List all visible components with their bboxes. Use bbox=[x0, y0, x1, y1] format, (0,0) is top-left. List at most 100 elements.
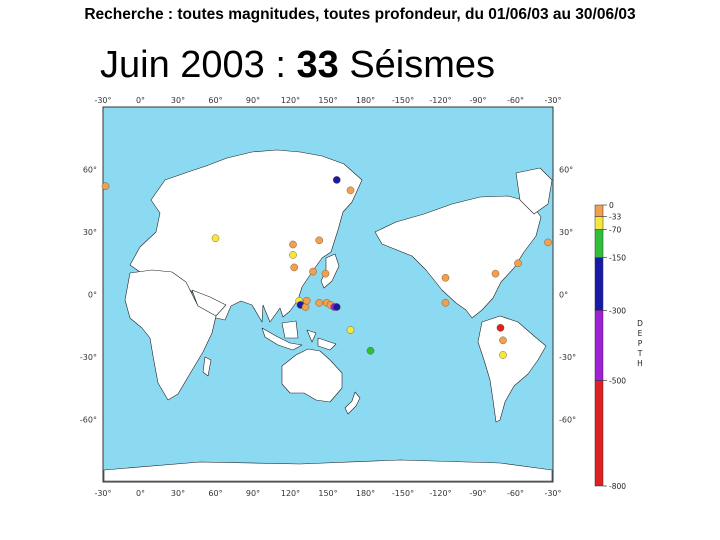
depth-title-letter: T bbox=[637, 349, 643, 358]
latitude-ticks-right: 60° 30° 0° -30° -60° bbox=[559, 166, 576, 425]
earthquake-marker bbox=[315, 299, 324, 307]
earthquake-marker bbox=[496, 324, 505, 332]
lat-tick-label: 60° bbox=[559, 166, 573, 175]
lon-tick-label: -120° bbox=[429, 96, 451, 105]
lon-tick-label: 120° bbox=[281, 96, 300, 105]
earthquake-marker bbox=[491, 269, 500, 278]
search-criteria-header: Recherche : toutes magnitudes, toutes pr… bbox=[84, 6, 636, 23]
indonesia bbox=[261, 320, 337, 351]
lon-tick-label: 90° bbox=[246, 489, 260, 498]
depth-label: -70 bbox=[609, 226, 621, 235]
depth-band bbox=[594, 257, 604, 311]
earthquake-marker bbox=[544, 238, 552, 247]
earthquake-marker bbox=[315, 236, 324, 245]
earthquake-marker bbox=[309, 267, 317, 276]
lon-tick-label: 30° bbox=[171, 489, 185, 498]
depth-band bbox=[594, 380, 604, 487]
lon-tick-label: -30° bbox=[544, 96, 561, 105]
lat-tick-label: 0° bbox=[559, 291, 568, 300]
depth-label: -500 bbox=[609, 377, 626, 386]
earthquake-marker bbox=[289, 251, 297, 259]
lon-tick-label: -150° bbox=[392, 489, 414, 498]
lon-tick-label: -30° bbox=[94, 96, 111, 105]
lon-tick-label: -90° bbox=[469, 96, 486, 105]
lat-tick-label: -60° bbox=[80, 416, 97, 425]
lat-tick-label: -60° bbox=[559, 416, 576, 425]
depth-label: 0 bbox=[609, 201, 614, 210]
earthquake-marker bbox=[101, 182, 110, 190]
lat-tick-label: 30° bbox=[83, 228, 97, 237]
lat-tick-label: 60° bbox=[83, 166, 97, 175]
north-america bbox=[374, 195, 542, 319]
lat-tick-label: -30° bbox=[80, 353, 97, 362]
depth-label: -800 bbox=[609, 482, 626, 491]
depth-band bbox=[594, 216, 604, 230]
lon-tick-label: -150° bbox=[392, 96, 414, 105]
lon-tick-label: 150° bbox=[318, 96, 337, 105]
lon-tick-label: 60° bbox=[208, 489, 222, 498]
earthquake-marker bbox=[290, 263, 299, 272]
title-suffix: Séismes bbox=[338, 44, 496, 86]
lon-tick-label: 0° bbox=[136, 489, 145, 498]
earthquake-markers bbox=[101, 176, 552, 359]
depth-band bbox=[594, 310, 604, 381]
madagascar bbox=[202, 356, 212, 377]
lon-tick-label: -120° bbox=[429, 489, 451, 498]
lon-tick-label: 180° bbox=[356, 96, 375, 105]
australia bbox=[281, 348, 343, 403]
quake-count: 33 bbox=[296, 44, 339, 86]
lon-tick-label: 0° bbox=[136, 96, 145, 105]
depth-title-letter: E bbox=[638, 329, 643, 338]
greenland bbox=[515, 167, 553, 215]
lon-tick-label: -60° bbox=[507, 96, 524, 105]
earthquake-marker bbox=[302, 296, 311, 305]
lon-tick-label: -30° bbox=[544, 489, 561, 498]
title-prefix: Juin 2003 : bbox=[100, 44, 297, 86]
lon-tick-label: -60° bbox=[507, 489, 524, 498]
depth-label: -33 bbox=[609, 213, 621, 222]
earthquake-marker bbox=[301, 303, 310, 311]
earthquake-marker bbox=[332, 303, 341, 311]
earthquake-marker bbox=[441, 299, 450, 307]
lat-tick-label: 30° bbox=[559, 228, 573, 237]
earthquake-marker bbox=[346, 186, 355, 195]
land-masses bbox=[103, 149, 553, 482]
earthquake-marker bbox=[499, 351, 507, 359]
earthquake-marker bbox=[332, 176, 341, 184]
lon-tick-label: 30° bbox=[171, 96, 185, 105]
longitude-ticks-top: -30° 0° 30° 60° 90° 120° 150° 180° -150° -120° -90… bbox=[94, 96, 561, 105]
earthquake-marker bbox=[211, 234, 220, 243]
depth-label: -150 bbox=[609, 254, 626, 263]
depth-band bbox=[594, 229, 604, 258]
depth-title-letter: P bbox=[638, 339, 643, 348]
depth-title-letter: D bbox=[637, 319, 643, 328]
earthquake-marker bbox=[514, 259, 522, 268]
depth-label: -300 bbox=[609, 306, 626, 315]
earthquake-marker bbox=[346, 326, 355, 334]
lon-tick-label: -90° bbox=[469, 489, 486, 498]
earthquake-marker bbox=[441, 274, 450, 282]
lon-tick-label: 150° bbox=[318, 489, 337, 498]
earthquake-marker bbox=[366, 346, 375, 355]
longitude-ticks-bottom: -30° 0° 30° 60° 90° 120° 150° 180° -150° -120° -90… bbox=[94, 489, 561, 498]
earthquake-marker bbox=[289, 240, 297, 249]
antarctica bbox=[103, 459, 553, 482]
latitude-ticks-left: 60° 30° 0° -30° -60° bbox=[80, 166, 97, 425]
lon-tick-label: -30° bbox=[94, 489, 111, 498]
lon-tick-label: 120° bbox=[281, 489, 300, 498]
earthquake-marker bbox=[321, 269, 330, 278]
lon-tick-label: 90° bbox=[246, 96, 260, 105]
lat-tick-label: 0° bbox=[88, 291, 97, 300]
lon-tick-label: 180° bbox=[356, 489, 375, 498]
lon-tick-label: 60° bbox=[208, 96, 222, 105]
south-america bbox=[477, 315, 547, 423]
page-title: Juin 2003 : 33 Séismes bbox=[100, 44, 495, 87]
depth-title-letter: H bbox=[637, 359, 643, 368]
new-zealand bbox=[344, 391, 361, 415]
earthquake-marker bbox=[499, 336, 507, 345]
africa bbox=[124, 269, 217, 401]
depth-band bbox=[594, 204, 604, 217]
lat-tick-label: -30° bbox=[559, 353, 576, 362]
